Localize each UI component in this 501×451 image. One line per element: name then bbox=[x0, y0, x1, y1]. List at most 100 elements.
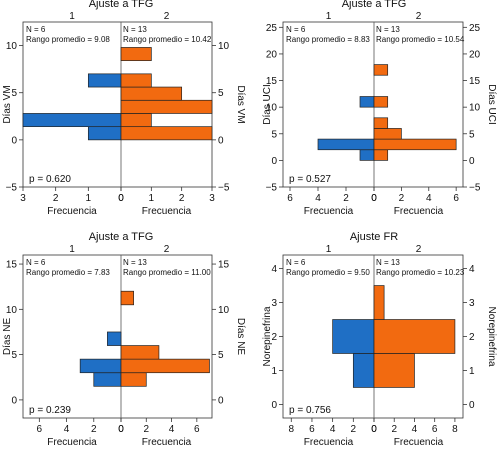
y-tick-label-left: 5 bbox=[271, 129, 277, 140]
bar-group2 bbox=[373, 285, 385, 320]
y-tick-label-left: 25 bbox=[266, 23, 278, 34]
y-tick-label-left: 3 bbox=[271, 298, 277, 309]
y-tick-label-right: 15 bbox=[218, 260, 230, 271]
x-tick-label-group1: 2 bbox=[91, 424, 97, 435]
y-tick-label-right: 0 bbox=[469, 156, 475, 167]
chart-title: Ajuste a TFG bbox=[342, 0, 407, 10]
x-tick-label-group1: 8 bbox=[288, 424, 294, 435]
bar-group2 bbox=[120, 113, 152, 128]
y-tick-label-left: 15 bbox=[266, 76, 278, 87]
bar-group2 bbox=[120, 358, 210, 374]
x-tick-label-group2: 4 bbox=[426, 193, 432, 204]
rank-label-group1: Rango promedio = 7.83 bbox=[26, 268, 110, 277]
bar-group1 bbox=[332, 319, 375, 354]
bar-group2 bbox=[120, 86, 183, 101]
bar-group2 bbox=[373, 128, 402, 140]
x-tick-label-group2: 2 bbox=[179, 193, 185, 204]
chart-title: Ajuste a TFG bbox=[89, 0, 154, 10]
y-tick-label-left: 10 bbox=[6, 305, 18, 316]
x-tick-label-group2: 6 bbox=[453, 193, 459, 204]
bar-group2 bbox=[120, 47, 152, 62]
y-tick-label-left: 1 bbox=[271, 366, 277, 377]
n-label-group2: N = 13 bbox=[376, 25, 400, 34]
rank-label-group1: Rango promedio = 9.50 bbox=[286, 268, 370, 277]
y-tick-label-left: 2 bbox=[271, 332, 277, 343]
x-tick-label-group2: 3 bbox=[209, 193, 215, 204]
y-axis-label-left: Días UCI bbox=[262, 84, 273, 125]
y-tick-label-left: 10 bbox=[6, 41, 18, 52]
x-tick-label-group2: 2 bbox=[143, 424, 149, 435]
bar-group1 bbox=[317, 138, 375, 151]
x-tick-label-group1: 6 bbox=[287, 193, 293, 204]
x-tick-label-group1: 0 bbox=[371, 193, 377, 204]
x-tick-label-group1: 2 bbox=[343, 193, 349, 204]
y-axis-label-left: Días VM bbox=[2, 85, 13, 123]
p-value-label: p = 0.756 bbox=[289, 405, 331, 416]
y-tick-label-left: 10 bbox=[266, 103, 278, 114]
n-label-group2: N = 13 bbox=[376, 258, 400, 267]
n-label-group1: N = 6 bbox=[26, 25, 46, 34]
bar-group2 bbox=[120, 126, 213, 141]
x-tick-label-group2: 6 bbox=[432, 424, 438, 435]
x-tick-label-group1: 0 bbox=[118, 424, 124, 435]
bar-group1 bbox=[352, 353, 375, 388]
plot-frame bbox=[22, 254, 213, 419]
bar-group2 bbox=[373, 353, 415, 388]
y-tick-label-left: 0 bbox=[271, 400, 277, 411]
rank-label-group2: Rango promedio = 10.42 bbox=[123, 35, 212, 44]
y-axis-label-right: Norepinefrina bbox=[486, 306, 497, 366]
group-label-1: 1 bbox=[69, 244, 75, 255]
group-label-2: 2 bbox=[416, 244, 422, 255]
bar-group2 bbox=[373, 319, 456, 354]
n-label-group1: N = 6 bbox=[286, 258, 306, 267]
y-tick-label-left: 4 bbox=[271, 264, 277, 275]
x-axis-label-group2: Frecuencia bbox=[142, 206, 192, 217]
x-tick-label-group2: 6 bbox=[194, 424, 200, 435]
y-tick-label-right: 10 bbox=[218, 41, 230, 52]
x-tick-label-group1: 2 bbox=[351, 424, 357, 435]
x-tick-label-group2: 2 bbox=[399, 193, 405, 204]
group-label-1: 1 bbox=[326, 11, 332, 22]
y-tick-label-right: 5 bbox=[218, 88, 224, 99]
y-tick-label-right: 3 bbox=[469, 298, 475, 309]
rank-label-group2: Rango promedio = 10.54 bbox=[376, 35, 465, 44]
rank-label-group1: Rango promedio = 9.08 bbox=[26, 35, 110, 44]
y-tick-label-right: 2 bbox=[469, 332, 475, 343]
group-label-2: 2 bbox=[164, 11, 170, 22]
rank-label-group2: Rango promedio = 11.00 bbox=[123, 268, 211, 277]
x-tick-label-group1: 2 bbox=[53, 193, 59, 204]
x-axis-label-group2: Frecuencia bbox=[394, 206, 444, 217]
group-label-2: 2 bbox=[164, 244, 170, 255]
x-tick-label-group1: 4 bbox=[330, 424, 336, 435]
x-tick-label-group1: 4 bbox=[315, 193, 321, 204]
n-label-group1: N = 6 bbox=[286, 25, 306, 34]
x-axis-label-group1: Frecuencia bbox=[304, 437, 354, 448]
bar-group2 bbox=[120, 73, 152, 88]
x-tick-label-group2: 0 bbox=[371, 424, 377, 435]
y-tick-label-right: 1 bbox=[469, 366, 475, 377]
y-tick-label-right: −5 bbox=[469, 183, 481, 194]
y-tick-label-right: 0 bbox=[218, 395, 224, 406]
chart-title: Ajuste FR bbox=[350, 231, 398, 243]
y-axis-label-right: Días NE bbox=[235, 318, 246, 356]
y-tick-label-right: 25 bbox=[469, 23, 481, 34]
x-tick-label-group1: 1 bbox=[86, 193, 92, 204]
bar-group2 bbox=[120, 372, 147, 387]
x-tick-label-group2: 8 bbox=[452, 424, 458, 435]
group-label-2: 2 bbox=[416, 11, 422, 22]
x-tick-label-group1: 3 bbox=[20, 193, 26, 204]
x-tick-label-group1: 0 bbox=[371, 424, 377, 435]
chart-title: Ajuste a TFG bbox=[89, 231, 154, 243]
rank-label-group2: Rango promedio = 10.23 bbox=[376, 268, 465, 277]
x-tick-label-group2: 0 bbox=[371, 193, 377, 204]
rank-label-group1: Rango promedio = 8.83 bbox=[286, 35, 370, 44]
n-label-group1: N = 6 bbox=[26, 258, 46, 267]
y-tick-label-right: 5 bbox=[218, 350, 224, 361]
bar-group1 bbox=[87, 73, 122, 88]
bar-group2 bbox=[373, 149, 389, 161]
y-tick-label-left: −5 bbox=[266, 183, 278, 194]
x-tick-label-group1: 0 bbox=[118, 193, 124, 204]
